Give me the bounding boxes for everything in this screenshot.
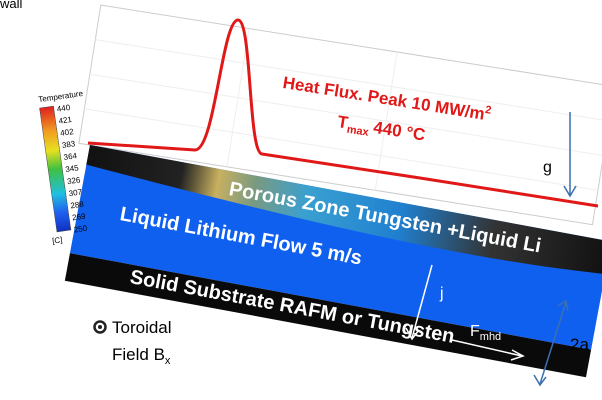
gravity-arrow [563, 112, 577, 198]
tmax-symbol: T [336, 112, 350, 132]
colorbar-label: 250 [73, 224, 88, 235]
colorbar-label: 326 [66, 175, 81, 186]
thickness-label: 2a [570, 335, 589, 354]
heat-flux-sup: 2 [484, 104, 492, 117]
colorbar-label: 345 [65, 163, 80, 174]
gravity-label: g [543, 159, 552, 176]
colorbar-label: 440 [56, 103, 71, 114]
colorbar-label: 421 [58, 115, 73, 126]
current-label: j [439, 285, 444, 302]
force-label: Fmhd [470, 323, 501, 343]
field-line2: Field Bx [112, 345, 171, 367]
colorbar-label: 364 [63, 151, 78, 162]
force-symbol: F [470, 323, 480, 340]
colorbar-title: Temperature [38, 89, 84, 104]
field-line1: Toroidal [112, 318, 172, 337]
colorbar-label: 402 [60, 127, 75, 138]
field-symbol [93, 320, 107, 334]
thickness-arrow [533, 299, 569, 387]
current-arrow [405, 264, 433, 341]
plot-panel [78, 4, 602, 226]
force-sub: mhd [480, 331, 501, 343]
heat-flux-curve [87, 18, 599, 208]
colorbar-label: 269 [72, 212, 87, 223]
colorbar-label: 307 [68, 187, 83, 198]
field-text: Field B [112, 345, 165, 364]
force-arrow [451, 339, 525, 361]
tmax-sub: max [346, 124, 370, 139]
field-sub: x [165, 355, 171, 367]
colorbar-label: 383 [61, 139, 76, 150]
field-dot [98, 325, 102, 329]
colorbar-unit: [C] [52, 235, 63, 245]
colorbar-label: 288 [70, 199, 85, 210]
slab [64, 145, 602, 378]
caption-fragment: wall [0, 0, 23, 11]
